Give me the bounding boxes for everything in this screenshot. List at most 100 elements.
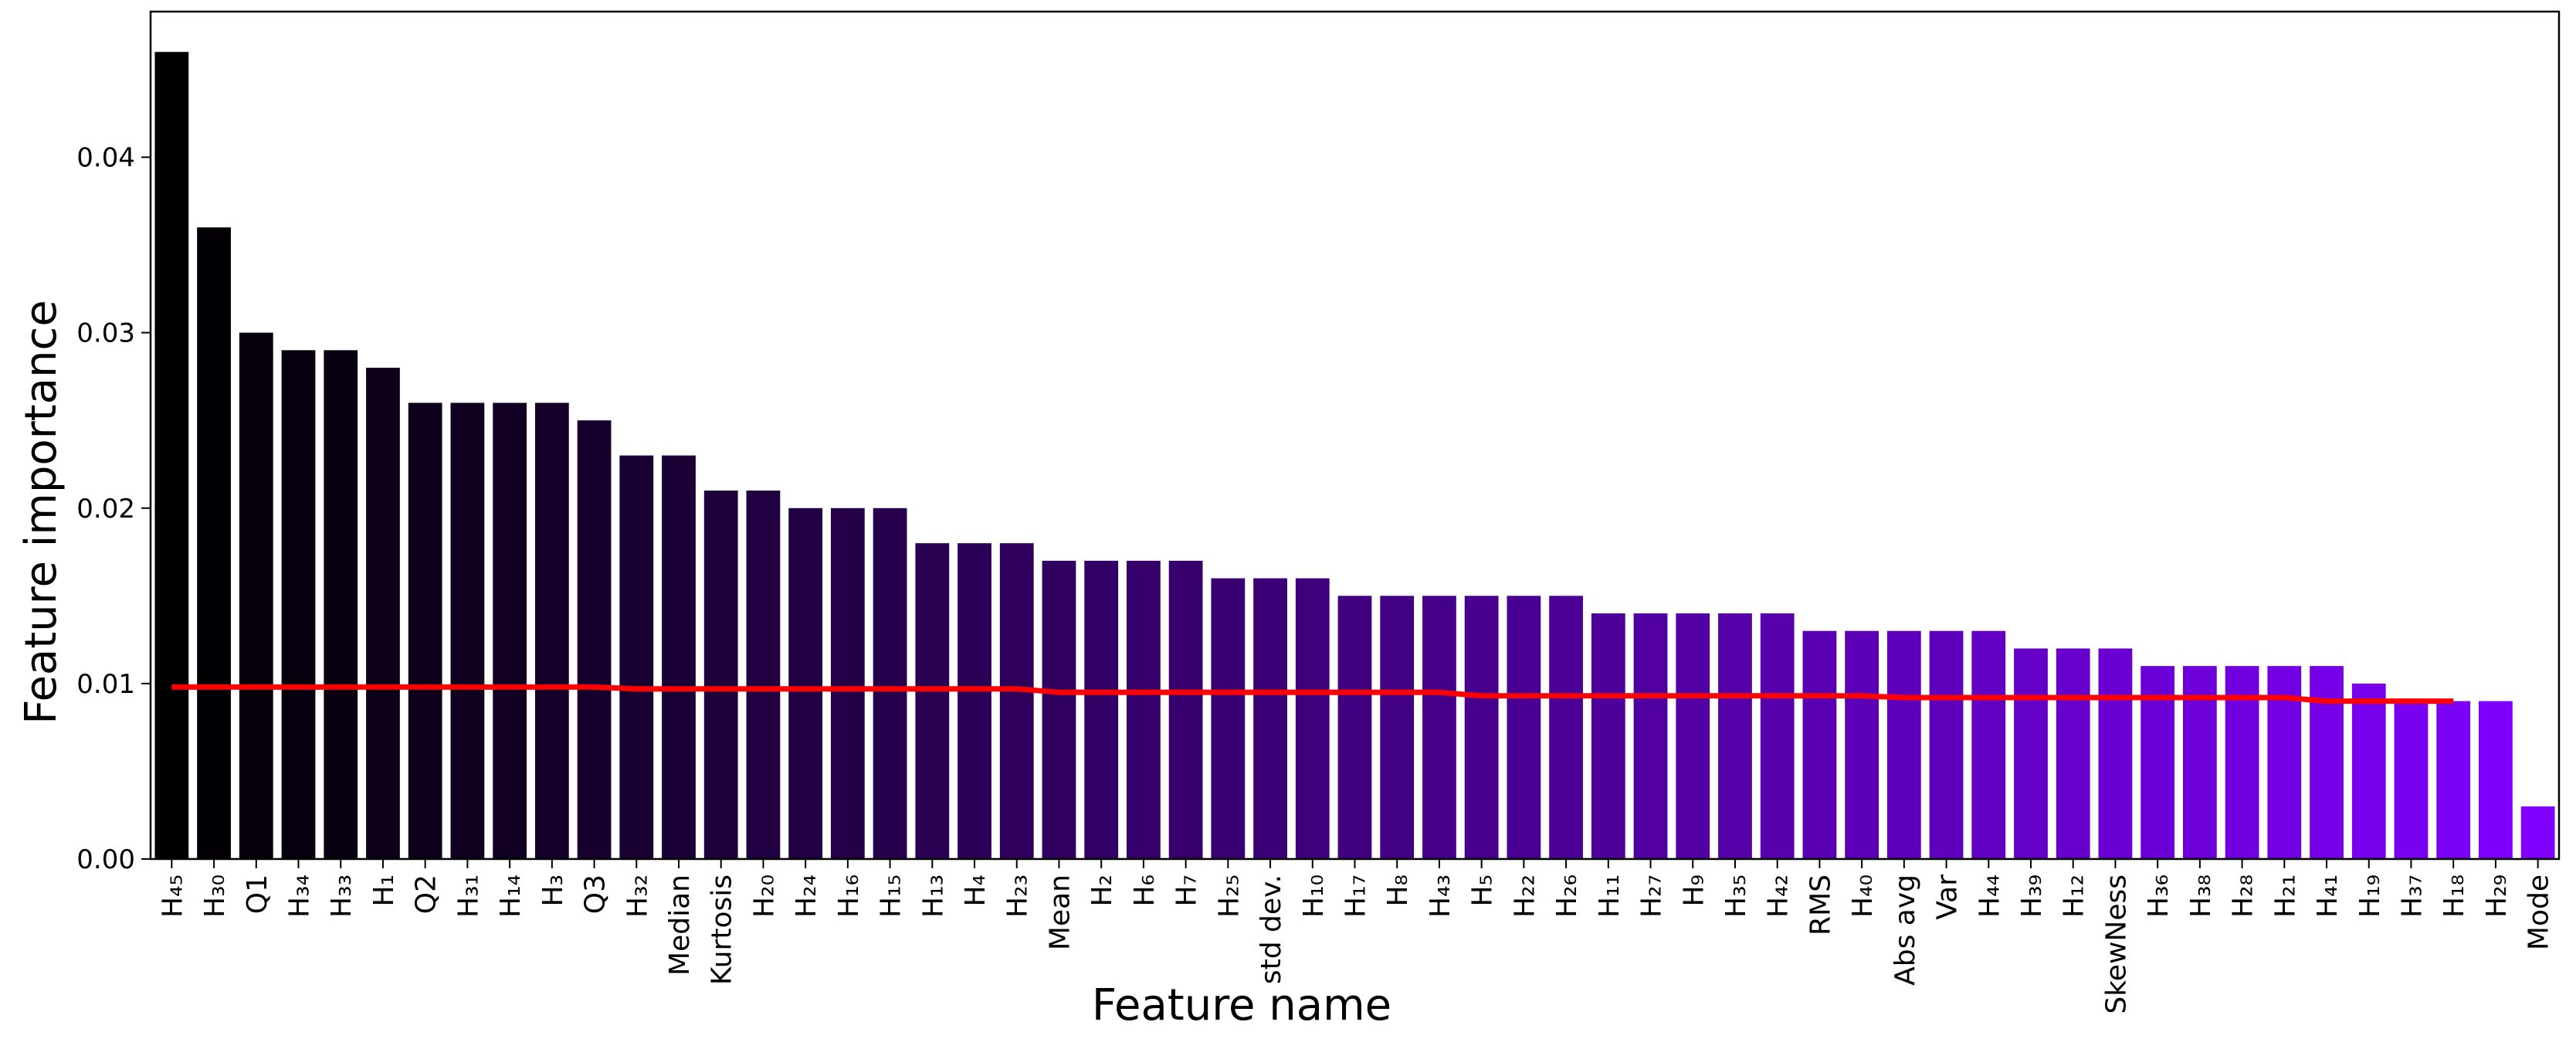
x-tick-label: Q1 <box>242 874 273 914</box>
x-tick-label: std dev. <box>1256 874 1287 984</box>
x-tick-label: H₃₂ <box>622 874 653 918</box>
trend-line <box>171 684 2454 705</box>
bar <box>1211 578 1246 859</box>
bar <box>1802 630 1837 859</box>
bar <box>1295 578 1330 859</box>
bar <box>2436 701 2471 859</box>
plot-frame <box>149 10 2561 861</box>
x-tick-label: H₁₃ <box>917 874 949 918</box>
bar <box>239 332 273 859</box>
bar <box>788 508 823 859</box>
x-tick-label: Kurtosis <box>707 874 738 985</box>
x-tick-label: RMS <box>1805 874 1836 935</box>
x-tick-label: Mean <box>1044 874 1076 950</box>
bar <box>1168 560 1203 859</box>
bar <box>2014 648 2048 859</box>
bar <box>1549 596 1583 859</box>
x-tick-label: H₂₃ <box>1002 874 1034 918</box>
x-tick-label: H₃₅ <box>1720 874 1752 918</box>
bar <box>366 368 400 859</box>
bar <box>1127 560 1161 859</box>
bar <box>830 508 865 859</box>
y-tick-label: 0.01 <box>76 669 135 700</box>
bar <box>915 543 950 859</box>
bar <box>2479 701 2513 859</box>
y-tick-label: 0.02 <box>76 494 135 525</box>
bar <box>958 543 991 859</box>
bar <box>2351 683 2386 859</box>
x-tick-label: H₃₇ <box>2396 874 2428 918</box>
x-tick-label: Q3 <box>580 874 612 914</box>
bar <box>1760 613 1795 859</box>
x-tick-label: H₄₅ <box>157 874 188 918</box>
bar <box>662 455 696 859</box>
bar <box>493 402 527 859</box>
bar <box>1507 596 1541 859</box>
bar <box>1591 613 1625 859</box>
x-tick-label: H₂₁ <box>2269 874 2301 918</box>
x-axis-label: Feature name <box>1092 980 1391 1031</box>
bar <box>1422 596 1456 859</box>
y-tick-label: 0.03 <box>76 318 135 349</box>
bar <box>408 402 442 859</box>
x-tick-label: H₄ <box>960 874 991 907</box>
bar <box>197 227 231 860</box>
x-tick-label: H₂₄ <box>791 874 822 918</box>
bar <box>281 350 316 859</box>
x-tick-label: H₂₆ <box>1551 874 1583 918</box>
x-tick-label: H₄₁ <box>2312 874 2344 918</box>
x-tick-label: H₈ <box>1382 874 1414 907</box>
bar <box>999 543 1034 859</box>
x-tick-label: H₂₈ <box>2228 874 2259 918</box>
x-tick-label: H₁₄ <box>495 874 527 918</box>
x-tick-label: H₁₀ <box>1298 874 1330 918</box>
x-tick-label: H₁₂ <box>2059 874 2090 918</box>
bar <box>1886 630 1921 859</box>
bar <box>2056 648 2090 859</box>
x-tick-label: H₃₈ <box>2185 874 2217 918</box>
x-tick-label: H₂₂ <box>1509 874 1541 918</box>
x-tick-label: H₁₇ <box>1341 874 1372 918</box>
x-tick-label: H₄₀ <box>1847 874 1879 918</box>
x-tick-label: H₃₀ <box>199 874 231 918</box>
bar <box>2520 806 2555 859</box>
x-tick-label: H₅ <box>1467 874 1499 907</box>
x-tick-label: H₃ <box>537 874 569 907</box>
x-tick-label: H₄₂ <box>1763 874 1795 918</box>
x-tick-label: H₁₆ <box>833 874 865 918</box>
y-tick-label: 0.04 <box>76 143 135 174</box>
bar <box>1845 630 1879 859</box>
x-tick-label: H₂ <box>1086 874 1118 907</box>
bar <box>154 52 189 860</box>
bar <box>2394 701 2429 859</box>
bar <box>1253 578 1287 859</box>
bar <box>1337 596 1372 859</box>
bar <box>703 491 738 859</box>
x-tick-label: H₁₉ <box>2354 874 2386 918</box>
x-tick-label: H₁₅ <box>876 874 907 918</box>
bar <box>1084 560 1119 859</box>
x-tick-label: SkewNess <box>2100 874 2132 1014</box>
x-tick-label: H₂₇ <box>1636 874 1668 918</box>
x-tick-label: H₁₈ <box>2439 874 2470 918</box>
bar <box>873 508 907 859</box>
x-tick-label: H₃₄ <box>284 874 316 918</box>
x-tick-label: H₂₀ <box>748 874 780 918</box>
bar <box>1718 613 1752 859</box>
x-tick-label: Var <box>1932 874 1964 920</box>
bar <box>619 455 654 859</box>
bar <box>2098 648 2133 859</box>
bar <box>1464 596 1499 859</box>
x-tick-label: H₂₅ <box>1213 874 1245 918</box>
x-tick-label: H₃₆ <box>2143 874 2174 918</box>
x-tick-label: H₃₃ <box>326 874 358 918</box>
bar <box>1676 613 1710 859</box>
x-tick-label: H₆ <box>1129 874 1161 907</box>
bar <box>1971 630 2006 859</box>
y-tick-label: 0.00 <box>76 844 135 875</box>
x-tick-label: H₃₁ <box>452 874 484 918</box>
bar <box>1929 630 1964 859</box>
x-tick-label: H₁₁ <box>1594 874 1625 918</box>
x-tick-label: H₃₉ <box>2016 874 2048 918</box>
